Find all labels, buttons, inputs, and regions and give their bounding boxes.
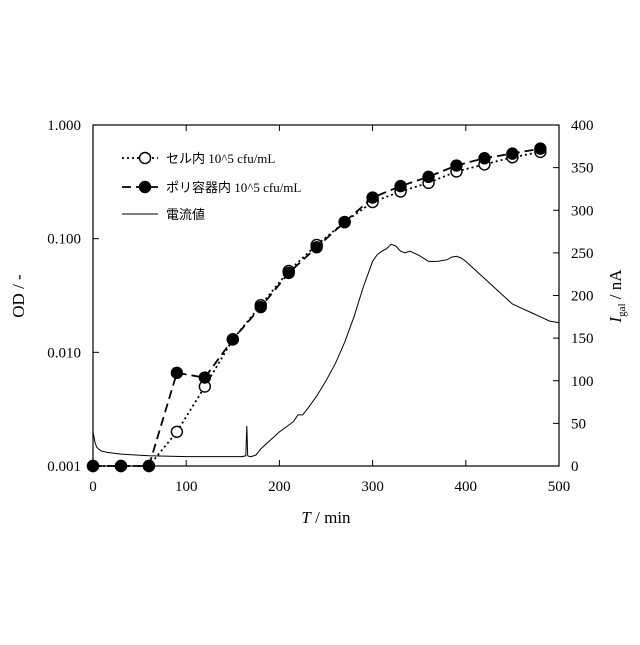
x-tick-label: 300	[361, 479, 384, 495]
y-right-tick-label: 300	[571, 203, 594, 219]
x-tick-label: 100	[175, 479, 198, 495]
series-point-1	[479, 153, 490, 164]
legend-marker-1	[140, 182, 151, 193]
series-layer	[88, 143, 560, 471]
series-point-1	[311, 242, 322, 253]
y-left-tick-label: 0.001	[47, 459, 81, 475]
legend-marker-0	[140, 153, 151, 164]
y-left-tick-label: 0.010	[47, 345, 81, 361]
y-right-tick-label: 400	[571, 118, 594, 134]
legend: セル内 10^5 cfu/mL ポリ容器内 10^5 cfu/mL 電流値	[122, 151, 301, 222]
series-point-1	[88, 461, 99, 472]
series-point-1	[171, 367, 182, 378]
series-point-1	[423, 171, 434, 182]
ticks-layer: 0 100 200 300 400 500 0.001 0.010 0.100 1.000 0 50 1…	[47, 118, 593, 495]
series-point-1	[199, 372, 210, 383]
y-right-tick-label: 0	[571, 459, 579, 475]
series-line-0	[93, 152, 540, 466]
x-axis-title: T / min	[301, 508, 351, 527]
y-right-tick-label: 200	[571, 289, 594, 305]
legend-label-0: セル内 10^5 cfu/mL	[166, 151, 275, 166]
series-line-2	[93, 244, 559, 456]
y-left-tick-label: 1.000	[47, 118, 81, 134]
series-point-1	[143, 461, 154, 472]
series-point-1	[395, 181, 406, 192]
x-tick-label: 500	[548, 479, 571, 495]
series-point-0	[171, 426, 182, 437]
y-axis-left-title: OD / -	[9, 274, 28, 318]
series-point-1	[283, 267, 294, 278]
series-point-1	[451, 160, 462, 171]
series-point-1	[227, 334, 238, 345]
y-right-tick-label: 150	[571, 331, 594, 347]
series-point-1	[115, 461, 126, 472]
chart: 0 100 200 300 400 500 0.001 0.010 0.100 1.000 0 50 1…	[0, 0, 640, 640]
chart-svg: 0 100 200 300 400 500 0.001 0.010 0.100 1.000 0 50 1…	[0, 0, 640, 640]
series-point-1	[367, 192, 378, 203]
series-point-1	[535, 143, 546, 154]
y-axis-right-title: Igal / nA	[606, 269, 628, 324]
plot-frame	[93, 125, 559, 466]
x-tick-label: 400	[455, 479, 478, 495]
y-right-tick-label: 100	[571, 374, 594, 390]
legend-label-2: 電流値	[166, 207, 205, 222]
legend-label-1: ポリ容器内 10^5 cfu/mL	[166, 180, 301, 195]
x-tick-label: 0	[89, 479, 97, 495]
series-line-1	[93, 149, 540, 466]
series-point-1	[255, 302, 266, 313]
series-point-1	[339, 217, 350, 228]
series-point-1	[507, 148, 518, 159]
y-right-tick-label: 350	[571, 161, 594, 177]
y-right-tick-label: 250	[571, 246, 594, 262]
x-tick-label: 200	[268, 479, 291, 495]
y-left-tick-label: 0.100	[47, 232, 81, 248]
y-right-tick-label: 50	[571, 416, 586, 432]
